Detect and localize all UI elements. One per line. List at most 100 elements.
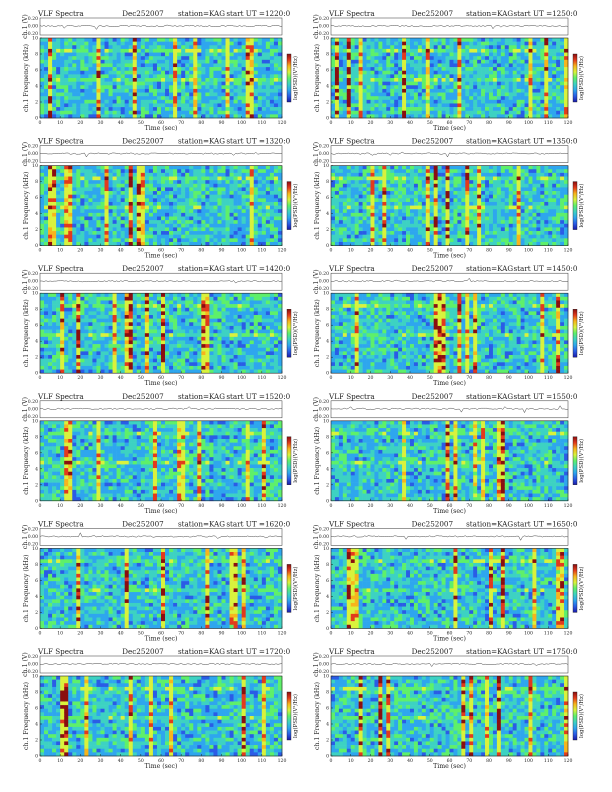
heatmap-cell bbox=[425, 231, 431, 235]
heatmap-cell bbox=[253, 241, 259, 246]
heatmap-cell bbox=[68, 38, 73, 42]
heatmap-cell bbox=[136, 92, 142, 97]
heatmap-cell bbox=[342, 110, 348, 115]
heatmap-cell bbox=[465, 238, 470, 243]
heatmap-cell bbox=[156, 41, 162, 46]
heatmap-cell bbox=[257, 41, 263, 46]
heatmap-cell bbox=[48, 209, 53, 214]
heatmap-cell bbox=[120, 48, 125, 53]
heatmap-cell bbox=[437, 48, 442, 53]
heatmap-cell bbox=[80, 107, 85, 112]
heatmap-cell bbox=[161, 99, 166, 104]
heatmap-cell bbox=[524, 52, 529, 57]
heatmap-cell bbox=[465, 209, 470, 214]
heatmap-cell bbox=[88, 45, 93, 50]
heatmap-cell bbox=[249, 74, 255, 79]
heatmap-cell bbox=[445, 114, 450, 119]
heatmap-cell bbox=[257, 183, 263, 188]
heatmap-cell bbox=[453, 176, 458, 181]
heatmap-cell bbox=[233, 220, 238, 225]
heatmap-cell bbox=[217, 209, 222, 214]
heatmap-cell bbox=[413, 96, 419, 101]
heatmap-cell bbox=[237, 169, 242, 174]
heatmap-cell bbox=[108, 205, 113, 210]
heatmap-cell bbox=[477, 187, 482, 192]
heatmap-cell bbox=[152, 205, 158, 210]
heatmap-cell bbox=[362, 48, 367, 53]
heatmap-cell bbox=[481, 92, 486, 97]
heatmap-cell bbox=[144, 88, 150, 93]
heatmap-cell bbox=[398, 63, 403, 68]
heatmap-cell bbox=[44, 176, 49, 181]
heatmap-cell bbox=[245, 114, 251, 119]
heatmap-cell bbox=[425, 85, 431, 90]
heatmap-cell bbox=[132, 81, 138, 86]
heatmap-cell bbox=[544, 67, 549, 72]
heatmap-cell bbox=[249, 212, 255, 217]
heatmap-cell bbox=[253, 223, 259, 228]
heatmap-cell bbox=[504, 67, 510, 72]
heatmap-cell bbox=[217, 70, 222, 75]
heatmap-cell bbox=[152, 201, 158, 206]
heatmap-cell bbox=[233, 238, 238, 243]
heatmap-cell bbox=[374, 172, 379, 177]
heatmap-cell bbox=[136, 241, 142, 246]
heatmap-cell bbox=[406, 198, 411, 203]
heatmap-cell bbox=[552, 41, 557, 46]
heatmap-cell bbox=[104, 205, 109, 210]
heatmap-cell bbox=[425, 70, 431, 75]
heatmap-cell bbox=[52, 85, 57, 90]
heatmap-cell bbox=[84, 198, 89, 203]
heatmap-cell bbox=[257, 103, 263, 108]
heatmap-cell bbox=[237, 107, 242, 112]
heatmap-cell bbox=[378, 70, 383, 75]
heatmap-cell bbox=[516, 48, 521, 53]
heatmap-cell bbox=[197, 88, 202, 93]
heatmap-cell bbox=[144, 59, 150, 64]
heatmap-cell bbox=[156, 169, 162, 174]
heatmap-cell bbox=[425, 223, 431, 228]
heatmap-cell bbox=[165, 194, 170, 199]
heatmap-cell bbox=[489, 56, 494, 61]
heatmap-cell bbox=[457, 241, 462, 246]
heatmap-cell bbox=[544, 63, 549, 68]
heatmap-cell bbox=[80, 172, 85, 177]
heatmap-cell bbox=[378, 238, 383, 243]
heatmap-cell bbox=[201, 59, 206, 64]
heatmap-cell bbox=[96, 67, 101, 72]
heatmap-cell bbox=[406, 78, 411, 82]
heatmap-cell bbox=[140, 183, 146, 188]
heatmap-cell bbox=[144, 176, 150, 181]
heatmap-cell bbox=[169, 176, 174, 181]
heatmap-cell bbox=[44, 205, 49, 210]
heatmap-cell bbox=[161, 194, 166, 199]
heatmap-cell bbox=[520, 92, 525, 97]
heatmap-cell bbox=[116, 78, 121, 82]
heatmap-cell bbox=[173, 194, 178, 199]
heatmap-cell bbox=[213, 81, 218, 86]
heatmap-cell bbox=[56, 187, 61, 192]
heatmap-cell bbox=[197, 81, 202, 86]
heatmap-cell bbox=[148, 48, 154, 53]
heatmap-cell bbox=[128, 212, 134, 217]
heatmap-cell bbox=[197, 41, 202, 46]
heatmap-cell bbox=[80, 85, 85, 90]
heatmap-cell bbox=[128, 45, 134, 50]
heatmap-cell bbox=[481, 110, 486, 115]
heatmap-cell bbox=[84, 227, 89, 232]
heatmap-cell bbox=[229, 231, 234, 235]
heatmap-cell bbox=[481, 183, 486, 188]
heatmap-cell bbox=[197, 183, 202, 188]
heatmap-cell bbox=[398, 88, 403, 93]
heatmap-cell bbox=[177, 107, 182, 112]
time-tick-label: 10 bbox=[57, 120, 63, 126]
heatmap-cell bbox=[489, 107, 494, 112]
heatmap-cell bbox=[104, 67, 109, 72]
heatmap-cell bbox=[249, 216, 255, 221]
heatmap-cell bbox=[144, 194, 150, 199]
heatmap-cell bbox=[429, 70, 434, 75]
heatmap-cell bbox=[398, 198, 403, 203]
heatmap-cell bbox=[257, 205, 263, 210]
heatmap-cell bbox=[338, 56, 344, 61]
heatmap-cell bbox=[346, 45, 352, 50]
